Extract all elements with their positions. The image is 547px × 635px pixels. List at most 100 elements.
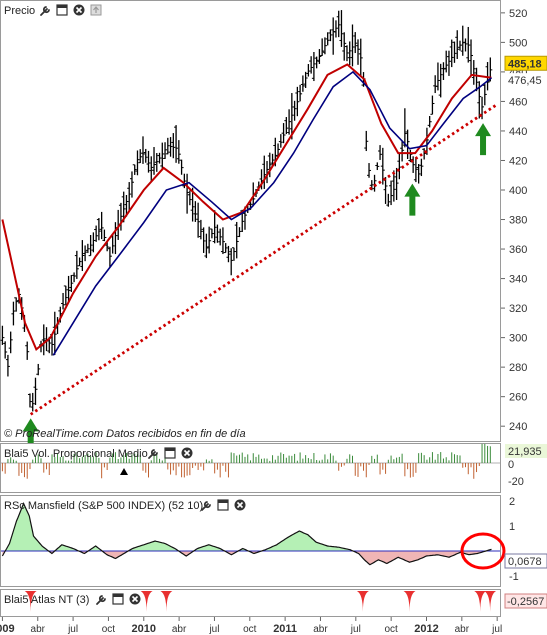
price-bar — [344, 45, 349, 62]
price-bar — [408, 149, 413, 163]
price-bar — [364, 130, 369, 152]
close-icon[interactable] — [73, 4, 85, 16]
price-tick-label: 420 — [509, 155, 527, 167]
price-bar — [132, 164, 137, 175]
price-bar — [292, 100, 297, 121]
wrench-icon[interactable] — [148, 449, 158, 459]
wrench-icon[interactable] — [201, 501, 211, 511]
price-bar — [353, 32, 358, 54]
last-price-badge: 485,18 — [504, 55, 547, 71]
rsc-last-value: 0,0678 — [508, 556, 542, 568]
window-icon[interactable] — [56, 4, 68, 16]
price-bar — [209, 228, 214, 239]
price-bar — [350, 24, 355, 67]
price-bar — [226, 245, 231, 263]
price-bar — [121, 191, 126, 223]
export-icon[interactable] — [90, 4, 102, 16]
price-bar — [463, 38, 468, 52]
close-icon[interactable] — [129, 593, 141, 605]
price-bar — [234, 221, 239, 259]
price-bar — [63, 285, 68, 306]
price-bar — [320, 38, 325, 57]
price-bar — [485, 62, 490, 91]
price-bar — [416, 163, 421, 184]
price-bar — [367, 163, 372, 178]
wrench-icon[interactable] — [96, 595, 106, 605]
price-bar — [397, 153, 402, 180]
support-arrow-icon — [404, 183, 421, 216]
rsc-line — [1, 501, 492, 566]
window-icon[interactable] — [112, 593, 124, 605]
price-bar — [289, 93, 294, 140]
price-bar — [201, 227, 206, 253]
price-bar — [378, 145, 383, 160]
price-bar — [262, 155, 267, 189]
price-bar — [99, 211, 104, 240]
price-bar — [278, 134, 283, 148]
price-tick-label: 360 — [509, 244, 527, 256]
price-bar — [80, 240, 85, 272]
time-axis: 2009 abr jul oct 2010 abr jul oct 2011 abr jul oct 2… — [0, 617, 502, 635]
price-bar — [66, 275, 71, 303]
rsc-panel-title: RSc Mansfield (S&P 500 INDEX) (52 10) — [4, 500, 203, 512]
price-bar — [267, 152, 272, 178]
price-tick-label: 380 — [509, 215, 527, 227]
price-bar — [322, 37, 327, 55]
price-bar — [198, 219, 203, 240]
price-bar — [405, 129, 410, 159]
price-bar — [342, 32, 347, 61]
price-bar — [460, 25, 465, 56]
price-tick-label: 240 — [509, 421, 527, 433]
price-tick-label: 300 — [509, 333, 527, 345]
window-icon[interactable] — [164, 447, 176, 459]
volume-tick-zero: 0 — [508, 459, 514, 471]
price-bar — [469, 39, 474, 76]
price-bar — [102, 229, 107, 242]
price-bar — [400, 140, 405, 162]
time-axis-label: oct — [243, 624, 257, 635]
wrench-icon[interactable] — [40, 6, 50, 16]
price-bar — [281, 123, 286, 144]
time-axis-label: 2011 — [273, 623, 297, 635]
svg-text:476,45: 476,45 — [508, 75, 542, 87]
price-bar — [402, 108, 407, 148]
price-bar — [394, 167, 399, 201]
price-bar — [196, 202, 201, 238]
price-tick-label: 340 — [509, 274, 527, 286]
price-bar — [129, 171, 134, 198]
price-bar — [466, 26, 471, 63]
price-bar — [427, 116, 432, 128]
price-bar — [61, 292, 66, 310]
price-bar — [69, 274, 74, 293]
price-tick-label: 520 — [509, 8, 527, 20]
source-footer: © ProRealTime.com Datos recibidos en fin… — [4, 428, 246, 440]
price-bar — [303, 71, 308, 88]
price-bar — [168, 137, 173, 157]
rsc-tick-label: 2 — [509, 496, 515, 508]
price-bar — [457, 40, 462, 51]
price-bar — [163, 142, 168, 159]
price-bar — [317, 49, 322, 64]
atlas-spike — [160, 591, 173, 612]
price-panel: 2402602803003203403603804004204404604805… — [0, 0, 547, 451]
price-bar — [356, 39, 361, 65]
time-axis-label: oct — [384, 624, 398, 635]
price-bar — [231, 247, 236, 261]
price-bar — [11, 301, 16, 326]
volume-bars — [1, 443, 491, 479]
volume-panel-title: Blai5 Vol. Proporcional Medio — [4, 448, 148, 460]
close-icon[interactable] — [181, 447, 193, 459]
price-bar — [118, 202, 123, 231]
signal-marker-icon — [120, 468, 128, 475]
price-bar — [193, 201, 198, 222]
price-bar — [383, 177, 388, 204]
price-bar — [190, 187, 195, 222]
price-bar — [309, 56, 314, 74]
price-bar — [422, 148, 427, 160]
price-tick-label: 320 — [509, 303, 527, 315]
ma-long-line — [52, 70, 492, 356]
close-icon[interactable] — [234, 499, 246, 511]
window-icon[interactable] — [217, 499, 229, 511]
time-axis-label: 2010 — [132, 623, 156, 635]
